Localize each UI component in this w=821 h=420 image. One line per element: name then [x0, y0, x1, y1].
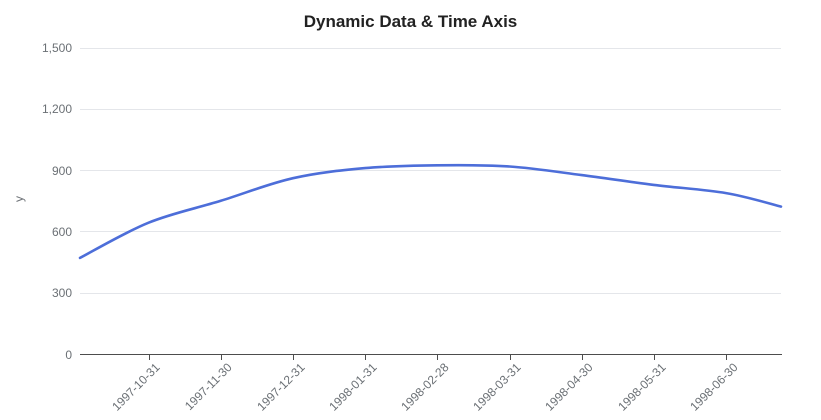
y-gridline: [80, 231, 781, 233]
x-tick: [292, 354, 294, 360]
x-tick: [148, 354, 150, 360]
y-tick-label: 1,200: [41, 102, 72, 117]
x-tick: [509, 354, 511, 360]
x-tick: [581, 354, 583, 360]
x-tick: [365, 354, 367, 360]
x-axis-line: [80, 353, 782, 356]
x-tick: [653, 354, 655, 360]
y-gridline: [80, 108, 781, 110]
y-tick-label: 900: [51, 163, 72, 178]
y-tick-label: 0: [65, 347, 72, 362]
chart-title: Dynamic Data & Time Axis: [303, 12, 518, 31]
line-series: [78, 163, 783, 260]
y-tick-label: 300: [51, 286, 72, 301]
x-tick: [437, 354, 439, 360]
y-gridline: [80, 292, 781, 294]
y-tick-label: 1,500: [41, 41, 72, 55]
y-gridline: [80, 47, 781, 49]
x-tick: [220, 354, 222, 360]
y-gridline: [80, 170, 781, 172]
y-tick-label: 600: [51, 224, 72, 239]
x-tick: [726, 354, 728, 360]
